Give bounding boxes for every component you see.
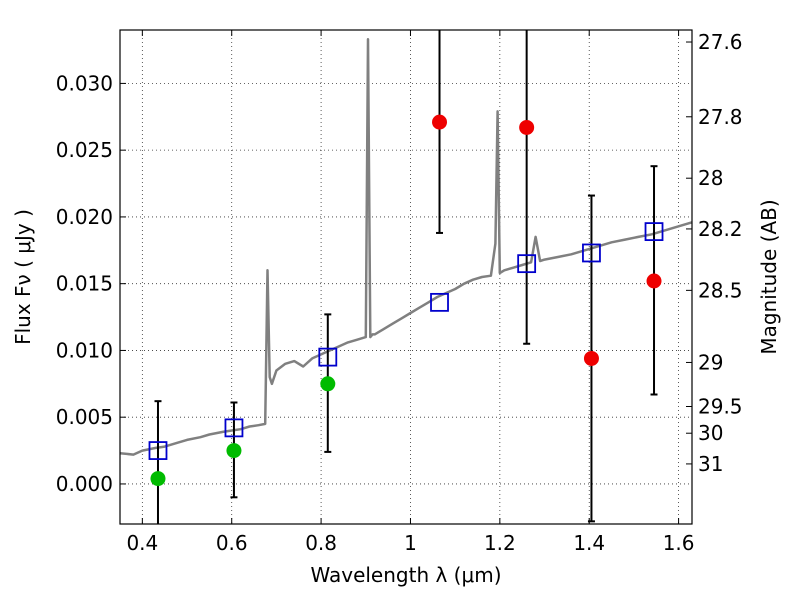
right-tick-label: 28.2 — [698, 217, 743, 241]
right-tick-label: 29 — [698, 350, 723, 374]
y-tick-label: 0.030 — [56, 71, 113, 95]
y-tick-label: 0.000 — [56, 472, 113, 496]
y-tick-label: 0.010 — [56, 338, 113, 362]
y-tick-label: 0.025 — [56, 138, 113, 162]
right-tick-label: 27.6 — [698, 30, 743, 54]
data-point — [226, 443, 242, 459]
data-point — [150, 471, 166, 487]
model-square — [517, 254, 537, 274]
y-tick-label: 0.015 — [56, 272, 113, 296]
grid — [120, 30, 692, 524]
data-point — [519, 119, 535, 135]
right-axis-title: Magnitude (AB) — [757, 199, 781, 354]
x-tick-label: 1 — [404, 531, 417, 555]
plot-area — [120, 30, 692, 524]
y-axis-title: Flux Fν ( μJy ) — [11, 209, 35, 345]
right-tick-label: 29.5 — [698, 395, 743, 419]
right-tick-label: 31 — [698, 452, 723, 476]
x-tick-label: 1.6 — [663, 531, 695, 555]
model-square — [318, 347, 338, 367]
y-tick-label: 0.005 — [56, 405, 113, 429]
right-tick-label: 28 — [698, 166, 723, 190]
data-point — [583, 350, 599, 366]
model-square — [582, 243, 601, 263]
model-square — [644, 222, 664, 242]
x-tick-label: 0.6 — [216, 531, 248, 555]
model-square — [224, 418, 244, 438]
plot-frame — [119, 29, 693, 525]
data-point — [320, 376, 336, 392]
right-tick-label: 27.8 — [698, 105, 743, 129]
x-tick-label: 0.4 — [126, 531, 158, 555]
model-square — [430, 292, 449, 312]
right-tick-label: 30 — [698, 421, 723, 445]
model-square — [148, 441, 168, 460]
spectrum-line — [120, 38, 692, 456]
right-tick-label: 28.5 — [698, 278, 743, 302]
x-tick-label: 1.2 — [484, 531, 516, 555]
axes: 0.4 0.6 0.8 1 1.2 1.4 1.6 0.000 0.005 0.010 0.015 0… — [56, 30, 743, 555]
y-tick-label: 0.020 — [56, 205, 113, 229]
x-tick-label: 1.4 — [573, 531, 605, 555]
x-tick-label: 0.8 — [305, 531, 337, 555]
data-point — [432, 114, 448, 130]
x-axis-title: Wavelength λ (μm) — [310, 563, 501, 587]
data-point — [646, 273, 662, 289]
